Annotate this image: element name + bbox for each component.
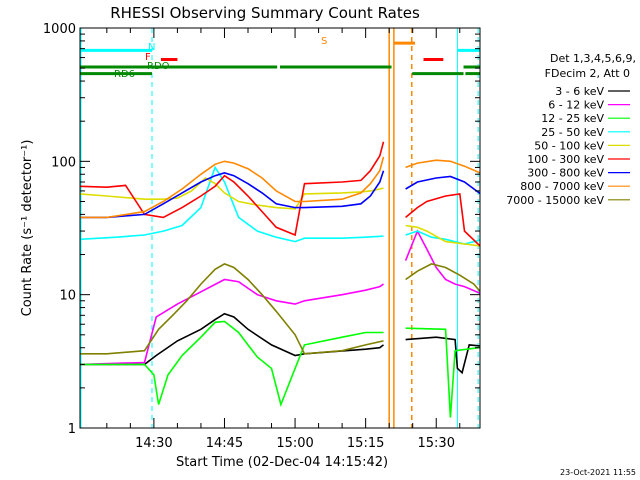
x-tick-label: 14:45: [206, 436, 243, 451]
y-axis-label: Count Rate (s⁻¹ detector⁻¹): [20, 140, 35, 317]
series-line-5: [80, 141, 480, 247]
x-tick-label: 15:30: [418, 436, 455, 451]
series-line-8: [80, 263, 480, 355]
x-axis-ticks: 14:30 14:45 15:00 15:15 15:30: [106, 28, 461, 451]
series-layer: [80, 141, 480, 418]
y-axis-ticks: 1 10 100 1000: [43, 22, 480, 437]
legend-label: 25 - 50 keV: [541, 126, 604, 139]
y-tick-label: 100: [51, 155, 76, 170]
marker-label-f: F: [145, 52, 151, 63]
chart-title: RHESSI Observing Summary Count Rates: [110, 4, 420, 22]
legend-label: 3 - 6 keV: [555, 85, 604, 98]
plot-frame: [79, 27, 481, 429]
series-line-2: [80, 320, 480, 418]
series-line-3: [80, 165, 480, 245]
y-tick-label: 1000: [43, 22, 76, 37]
legend: Det 1,3,4,5,6,9, FDecim 2, Att 0 3 - 6 k…: [506, 52, 636, 207]
legend-label: 7000 - 15000 keV: [506, 194, 604, 207]
legend-label: 800 - 7000 keV: [520, 180, 604, 193]
y-tick-label: 1: [68, 422, 76, 437]
generation-timestamp: 23-Oct-2021 11:55: [560, 468, 636, 477]
x-tick-label: 15:00: [276, 436, 313, 451]
marker-label-n: N: [148, 42, 155, 53]
legend-label: 6 - 12 keV: [548, 99, 604, 112]
status-overlays: [80, 28, 480, 428]
x-tick-label: 15:15: [347, 436, 384, 451]
series-line-7: [80, 156, 480, 219]
legend-label: 12 - 25 keV: [541, 112, 604, 125]
series-line-1: [80, 229, 480, 366]
marker-label-rd6: RD6: [114, 69, 135, 80]
legend-label: 50 - 100 keV: [534, 139, 604, 152]
series-line-6: [80, 170, 480, 219]
legend-header-line-2: FDecim 2, Att 0: [545, 67, 630, 80]
x-axis-label: Start Time (02-Dec-04 14:15:42): [176, 455, 388, 470]
y-tick-label: 10: [59, 289, 76, 304]
legend-label: 300 - 800 keV: [527, 167, 604, 180]
marker-label-rdo: RDO: [147, 61, 170, 72]
legend-label: 100 - 300 keV: [527, 153, 604, 166]
marker-label-s: S: [321, 36, 327, 47]
x-tick-label: 14:30: [135, 436, 172, 451]
legend-header-line-1: Det 1,3,4,5,6,9,: [550, 52, 636, 65]
